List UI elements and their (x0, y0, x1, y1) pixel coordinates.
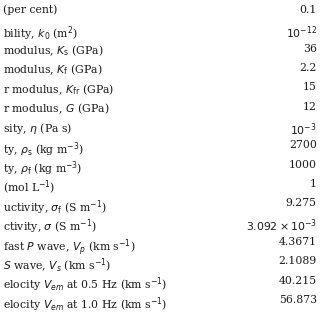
Text: 2.1089: 2.1089 (278, 257, 317, 267)
Text: modulus, $K_\mathrm{f}$ (GPa): modulus, $K_\mathrm{f}$ (GPa) (3, 63, 103, 77)
Text: (mol L$^{-1}$): (mol L$^{-1}$) (3, 179, 55, 197)
Text: modulus, $K_\mathrm{s}$ (GPa): modulus, $K_\mathrm{s}$ (GPa) (3, 44, 104, 58)
Text: 2700: 2700 (289, 140, 317, 150)
Text: 4.3671: 4.3671 (279, 237, 317, 247)
Text: 2.2: 2.2 (300, 63, 317, 73)
Text: sity, $\eta$ (Pa s): sity, $\eta$ (Pa s) (3, 121, 73, 136)
Text: elocity $V_{em}$ at 0.5 Hz (km s$^{-1}$): elocity $V_{em}$ at 0.5 Hz (km s$^{-1}$) (3, 276, 167, 294)
Text: $10^{-3}$: $10^{-3}$ (290, 121, 317, 138)
Text: $3.092 \times 10^{-3}$: $3.092 \times 10^{-3}$ (246, 218, 317, 234)
Text: $S$ wave, $V_s$ (km s$^{-1}$): $S$ wave, $V_s$ (km s$^{-1}$) (3, 257, 111, 275)
Text: 1: 1 (310, 179, 317, 189)
Text: uctivity, $\sigma_\mathrm{f}$ (S m$^{-1}$): uctivity, $\sigma_\mathrm{f}$ (S m$^{-1}… (3, 198, 107, 217)
Text: 0.1: 0.1 (300, 5, 317, 15)
Text: fast $P$ wave, $V_p$ (km s$^{-1}$): fast $P$ wave, $V_p$ (km s$^{-1}$) (3, 237, 136, 258)
Text: r modulus, $G$ (GPa): r modulus, $G$ (GPa) (3, 101, 110, 116)
Text: ctivity, $\sigma$ (S m$^{-1}$): ctivity, $\sigma$ (S m$^{-1}$) (3, 218, 97, 236)
Text: ty, $\rho_\mathrm{f}$ (kg m$^{-3}$): ty, $\rho_\mathrm{f}$ (kg m$^{-3}$) (3, 160, 83, 178)
Text: 15: 15 (303, 82, 317, 92)
Text: 56.873: 56.873 (279, 295, 317, 305)
Text: r modulus, $K_\mathrm{fr}$ (GPa): r modulus, $K_\mathrm{fr}$ (GPa) (3, 82, 115, 97)
Text: (per cent): (per cent) (3, 5, 58, 15)
Text: $10^{-12}$: $10^{-12}$ (286, 24, 317, 41)
Text: 9.275: 9.275 (286, 198, 317, 208)
Text: bility, $k_0$ (m$^2$): bility, $k_0$ (m$^2$) (3, 24, 78, 43)
Text: 40.215: 40.215 (279, 276, 317, 286)
Text: ty, $\rho_\mathrm{s}$ (kg m$^{-3}$): ty, $\rho_\mathrm{s}$ (kg m$^{-3}$) (3, 140, 84, 159)
Text: elocity $V_{em}$ at 1.0 Hz (km s$^{-1}$): elocity $V_{em}$ at 1.0 Hz (km s$^{-1}$) (3, 295, 167, 314)
Text: 12: 12 (303, 101, 317, 112)
Text: 36: 36 (303, 44, 317, 53)
Text: 1000: 1000 (289, 160, 317, 170)
